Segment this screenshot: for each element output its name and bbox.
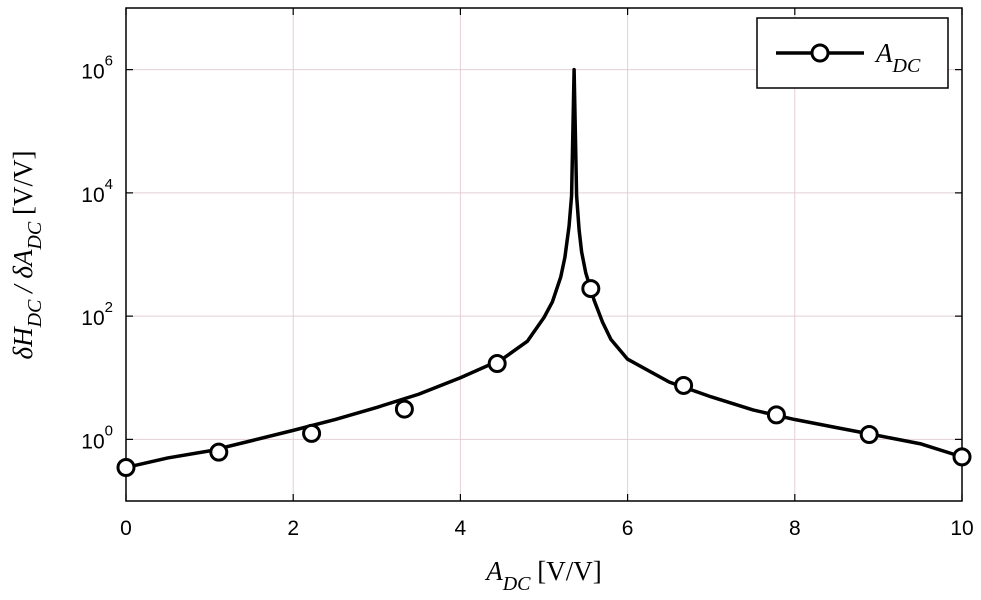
y-tick-label: 102 bbox=[81, 299, 113, 330]
data-point bbox=[581, 279, 601, 299]
data-point bbox=[116, 457, 136, 477]
plot-frame bbox=[125, 7, 963, 502]
data-point bbox=[487, 354, 507, 374]
data-point bbox=[859, 424, 879, 444]
y-axis-label: δHDC / δADC [V/V] bbox=[8, 151, 46, 360]
data-point bbox=[209, 442, 229, 462]
data-point bbox=[674, 375, 694, 395]
x-tick-label: 10 bbox=[950, 517, 973, 540]
series-line bbox=[125, 67, 963, 470]
ticks: 0 2 4 6 8 10 100 102 104 106 bbox=[81, 8, 974, 540]
data-point bbox=[952, 447, 972, 467]
y-tick-label: 100 bbox=[81, 422, 113, 453]
data-point bbox=[766, 405, 786, 425]
legend: ADC bbox=[756, 17, 949, 89]
legend-label: ADC bbox=[874, 38, 921, 77]
y-tick-label: 106 bbox=[81, 53, 113, 84]
x-axis-label: ADC [V/V] bbox=[484, 556, 602, 595]
y-tick-label: 104 bbox=[81, 176, 113, 207]
x-tick-label: 8 bbox=[789, 517, 801, 540]
x-tick-label: 4 bbox=[455, 517, 467, 540]
x-tick-label: 2 bbox=[287, 517, 299, 540]
legend-marker bbox=[810, 43, 830, 63]
x-tick-label: 6 bbox=[622, 517, 634, 540]
data-point bbox=[394, 399, 414, 419]
data-point bbox=[302, 423, 322, 443]
series-layer bbox=[116, 67, 972, 477]
x-tick-label: 0 bbox=[120, 517, 132, 540]
